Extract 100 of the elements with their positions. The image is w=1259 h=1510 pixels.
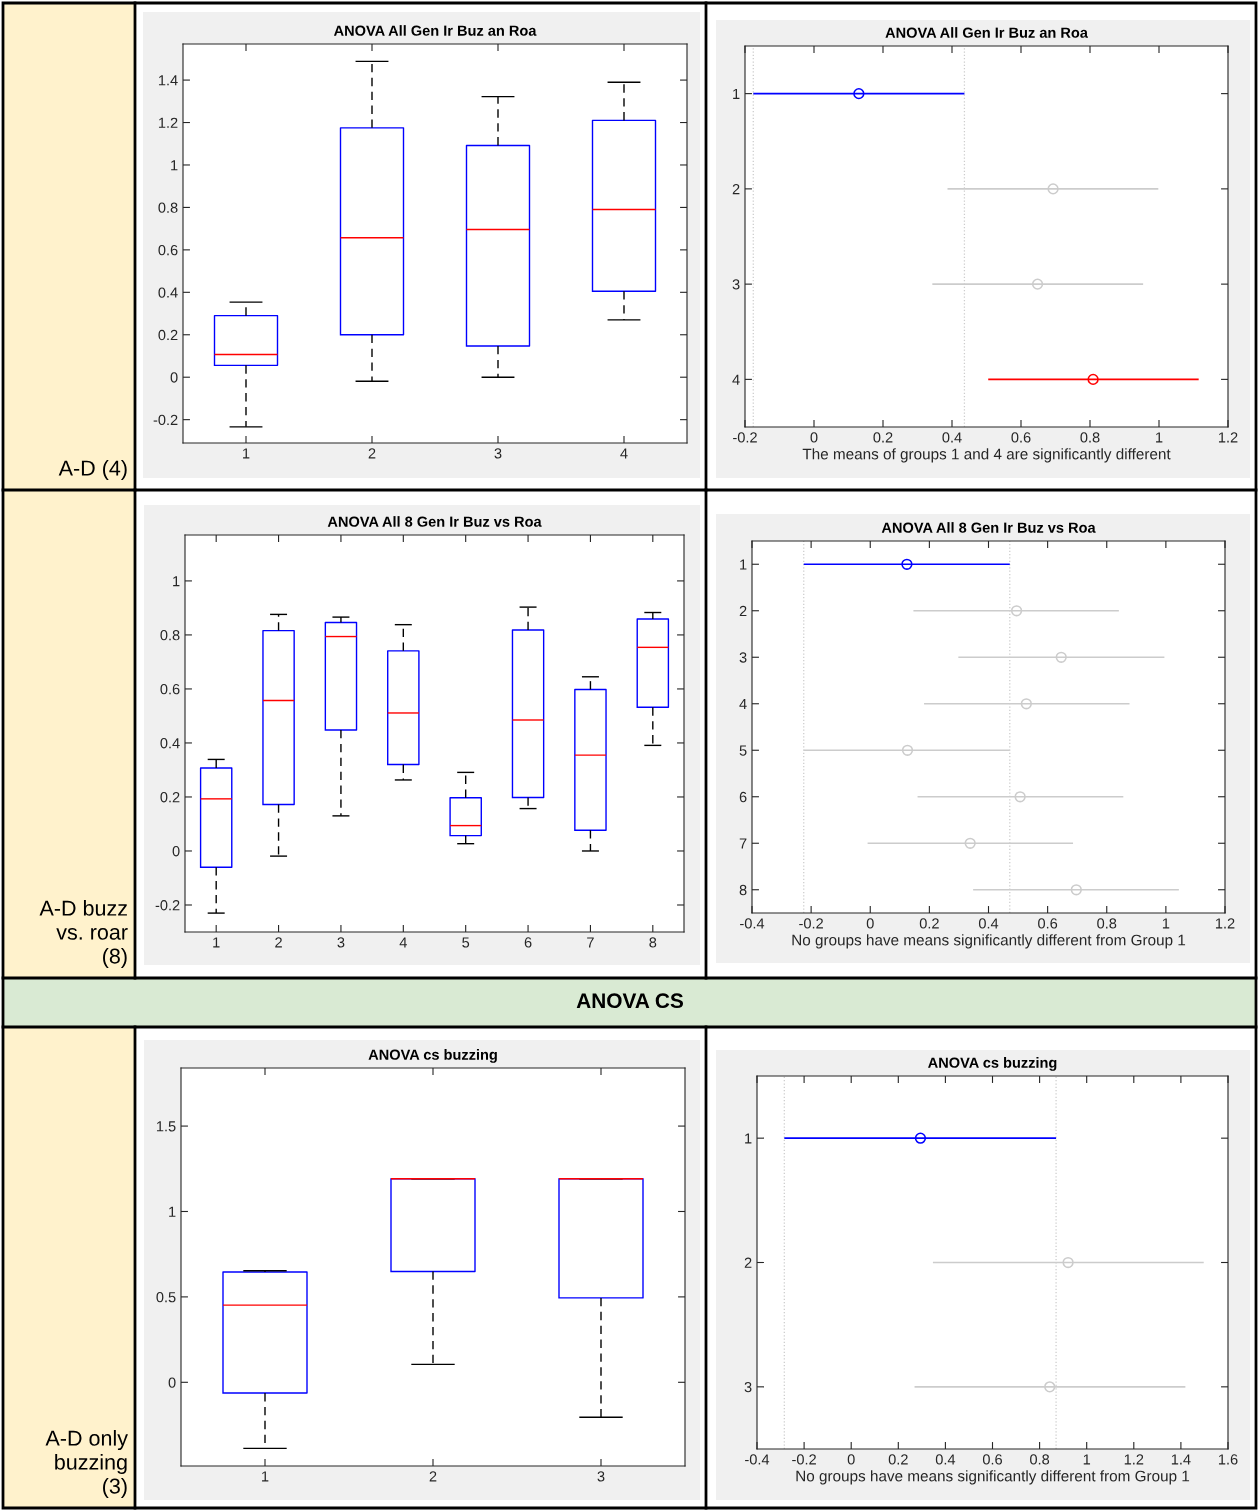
x-tick-label: -0.4 [745, 1454, 770, 1465]
point [1010, 605, 1023, 617]
y-tick-label: 1 [173, 576, 180, 587]
x-tick-label: 0.8 [1030, 1454, 1050, 1465]
point [1070, 884, 1082, 896]
y-tick-label: 0 [170, 372, 178, 383]
y-tick-label: -0.2 [155, 900, 180, 911]
point [1087, 373, 1099, 386]
point [1047, 183, 1059, 195]
x-tick-label: 1 [1083, 1454, 1091, 1465]
x-tick-label: 2 [368, 448, 376, 459]
y-tick-label: 3 [739, 652, 747, 663]
x-tick-label: 8 [649, 937, 657, 948]
x-tick-label: 0.4 [935, 1454, 956, 1465]
x-tick-label: 3 [494, 448, 502, 459]
y-tick-label: 0.4 [158, 287, 178, 298]
x-tick-label: 0.6 [982, 1454, 1002, 1465]
x-tick-label: 1 [243, 448, 250, 459]
x-tick-label: 0.2 [873, 432, 893, 443]
y-tick-label: 0.5 [156, 1291, 176, 1303]
x-tick-label: 1.2 [1124, 1454, 1144, 1465]
y-tick-label: 6 [739, 791, 747, 803]
y-tick-label: 0.6 [160, 684, 180, 695]
point [964, 837, 976, 849]
text: A-D (4) [58, 459, 127, 480]
x-tick-label: 4 [399, 937, 407, 948]
text: A-D buzz vs. roar (8) [39, 900, 128, 968]
y-tick-label: 1 [740, 559, 747, 570]
y-tick-label: 1.4 [158, 75, 178, 86]
x-tick-label: 6 [524, 937, 532, 948]
y-tick-label: 0.2 [158, 329, 178, 341]
y-tick-label: 0.8 [160, 630, 180, 641]
point [1031, 278, 1044, 290]
y-tick-label: 8 [739, 884, 747, 896]
x-tick-label: 0.6 [1011, 432, 1031, 443]
x-tick-label: 1.2 [1218, 432, 1238, 443]
x-tick-label: 0 [810, 432, 818, 443]
x-tick-label: 0.4 [978, 918, 999, 929]
point [901, 744, 914, 756]
point [1014, 791, 1026, 803]
y-tick-label: 1.5 [156, 1121, 176, 1132]
chart-title: ANOVA cs buzzing [368, 1049, 497, 1063]
x-tick-label: 3 [597, 1471, 605, 1482]
x-tick-label: 1 [1162, 918, 1170, 929]
x-tick-label: 0.2 [888, 1454, 908, 1465]
y-tick-label: 3 [744, 1381, 752, 1393]
chart-title: ANOVA All Gen Ir Buz an Roa [333, 25, 537, 36]
x-tick-label: -0.2 [799, 918, 823, 929]
x-tick-label: 4 [620, 448, 628, 459]
y-tick-label: 1 [745, 1133, 752, 1144]
point [1055, 651, 1067, 663]
y-tick-label: 1 [169, 1206, 176, 1217]
y-tick-label: 0 [172, 846, 180, 857]
text: ANOVA CS [576, 993, 684, 1009]
x-tick-label: 0 [866, 918, 874, 929]
x-tick-label: 1.2 [1215, 918, 1235, 929]
y-tick-label: 5 [739, 745, 747, 756]
y-tick-label: 2 [739, 605, 747, 617]
point [901, 558, 913, 570]
x-tick-label: 1 [1156, 432, 1163, 443]
x-axis-title: No groups have means significantly different from Group 1 [796, 1470, 1190, 1485]
y-tick-label: 1.2 [158, 117, 178, 128]
y-tick-label: 2 [732, 183, 740, 195]
x-tick-label: -0.2 [792, 1454, 816, 1465]
x-tick-label: 1 [262, 1471, 269, 1482]
chart-title: ANOVA All Gen Ir Buz an Roa [885, 27, 1089, 38]
x-tick-label: 0.2 [919, 918, 939, 929]
y-tick-label: 0 [168, 1377, 176, 1388]
chart-title: ANOVA All 8 Gen Ir Buz vs Roa [881, 522, 1096, 533]
y-tick-label: 2 [744, 1257, 752, 1268]
x-tick-label: 0.6 [1038, 918, 1058, 929]
point [853, 87, 865, 100]
y-tick-label: 0.2 [160, 792, 180, 803]
x-tick-label: 1.4 [1171, 1454, 1191, 1465]
x-tick-label: 0 [847, 1454, 855, 1465]
x-tick-label: 3 [337, 937, 345, 948]
text: A-D only buzzing (3) [45, 1430, 128, 1498]
chart-title: ANOVA cs buzzing [928, 1057, 1057, 1071]
y-tick-label: 0.4 [160, 738, 180, 749]
x-axis-title: The means of groups 1 and 4 are significantly different [802, 448, 1171, 463]
x-axis-title: No groups have means significantly different from Group 1 [792, 934, 1186, 949]
x-tick-label: 5 [462, 937, 470, 948]
x-tick-label: 7 [587, 937, 594, 948]
x-tick-label: 2 [275, 937, 282, 948]
x-tick-label: 1 [213, 937, 220, 948]
y-tick-label: 4 [739, 699, 747, 710]
x-tick-label: -0.4 [740, 918, 765, 929]
x-tick-label: 0.8 [1080, 432, 1100, 443]
point [1020, 698, 1032, 710]
y-tick-label: 1 [733, 88, 740, 99]
y-tick-label: 4 [732, 374, 740, 385]
x-tick-label: 0.8 [1097, 918, 1117, 929]
y-tick-label: -0.2 [153, 414, 178, 426]
y-tick-label: 1 [171, 160, 178, 171]
x-tick-label: 2 [429, 1471, 437, 1482]
y-tick-label: 0.6 [158, 244, 178, 256]
y-tick-label: 0.8 [158, 202, 178, 213]
chart-title: ANOVA All 8 Gen Ir Buz vs Roa [327, 516, 542, 527]
y-tick-label: 3 [732, 279, 740, 290]
y-tick-label: 7 [739, 838, 747, 849]
